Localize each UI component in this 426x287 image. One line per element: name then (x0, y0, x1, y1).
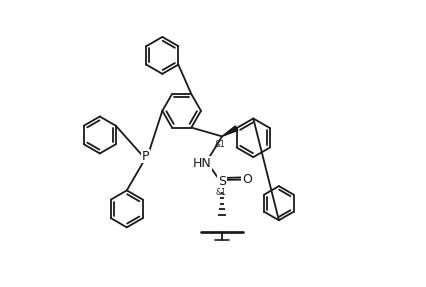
Text: &1: &1 (215, 188, 226, 197)
Text: HN: HN (192, 157, 211, 170)
Text: &1: &1 (214, 139, 225, 149)
Text: P: P (141, 150, 149, 163)
Polygon shape (222, 126, 237, 136)
Text: S: S (218, 175, 225, 188)
Text: O: O (242, 172, 251, 185)
